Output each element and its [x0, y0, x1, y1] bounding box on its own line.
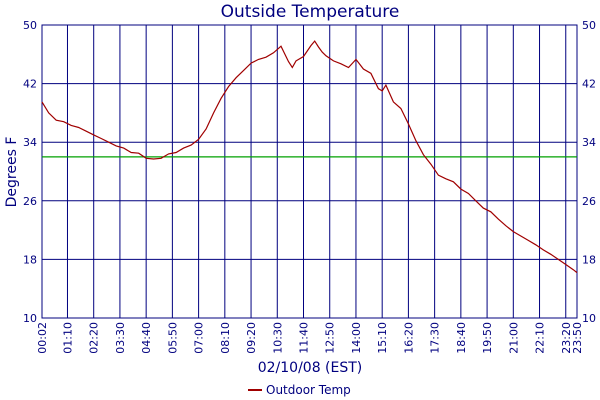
- x-tick-label: 04:40: [140, 322, 153, 354]
- x-tick-label: 18:40: [455, 322, 468, 354]
- y-tick-label-right: 34: [582, 136, 596, 149]
- x-tick-label: 05:50: [166, 322, 179, 354]
- y-tick-label-left: 26: [23, 195, 37, 208]
- x-tick-label: 02:20: [88, 322, 101, 354]
- plot-frame: [41, 24, 578, 319]
- y-tick-label-left: 18: [23, 253, 37, 266]
- y-tick-label-left: 10: [23, 312, 37, 325]
- y-tick-label-right: 18: [582, 253, 596, 266]
- x-tick-label: 01:10: [61, 322, 74, 354]
- y-tick-label-right: 10: [582, 312, 596, 325]
- x-tick-label: 03:30: [114, 322, 127, 354]
- y-axis-label: Degrees F: [4, 137, 20, 208]
- x-tick-label: 09:20: [245, 322, 258, 354]
- y-tick-label-left: 34: [23, 136, 37, 149]
- x-tick-label: 12:50: [324, 322, 337, 354]
- x-tick-label: 23:50: [571, 322, 584, 354]
- legend-label: Outdoor Temp: [266, 383, 351, 397]
- series-line-outdoor-temp: [41, 40, 578, 274]
- chart-title: Outside Temperature: [221, 2, 400, 22]
- x-tick-label: 08:10: [219, 322, 232, 354]
- legend: Outdoor Temp: [248, 383, 351, 397]
- plot-area: 00:02 01:10 02:20 03:30 04:40 05:50 07:00 08:10…: [23, 19, 596, 354]
- x-tick-label: 21:00: [507, 322, 520, 354]
- y-tick-label-right: 26: [582, 195, 596, 208]
- x-tick-label: 19:50: [481, 322, 494, 354]
- y-tick-label-right: 50: [582, 19, 596, 32]
- y-tick-label-left: 42: [23, 78, 37, 91]
- x-tick-label: 10:30: [271, 322, 284, 354]
- x-tick-label: 00:02: [36, 322, 49, 354]
- y-tick-label-left: 50: [23, 19, 37, 32]
- x-tick-label: 22:10: [534, 322, 547, 354]
- x-tick-label: 17:30: [429, 322, 442, 354]
- x-axis-label: 02/10/08 (EST): [258, 360, 363, 376]
- x-tick-label: 14:00: [350, 322, 363, 354]
- y-tick-label-right: 42: [582, 78, 596, 91]
- x-tick-label: 16:20: [402, 322, 415, 354]
- x-tick-label: 23:20: [560, 322, 573, 354]
- x-tick-label: 11:40: [298, 322, 311, 354]
- x-tick-label: 07:00: [193, 322, 206, 354]
- x-tick-label: 15:10: [376, 322, 389, 354]
